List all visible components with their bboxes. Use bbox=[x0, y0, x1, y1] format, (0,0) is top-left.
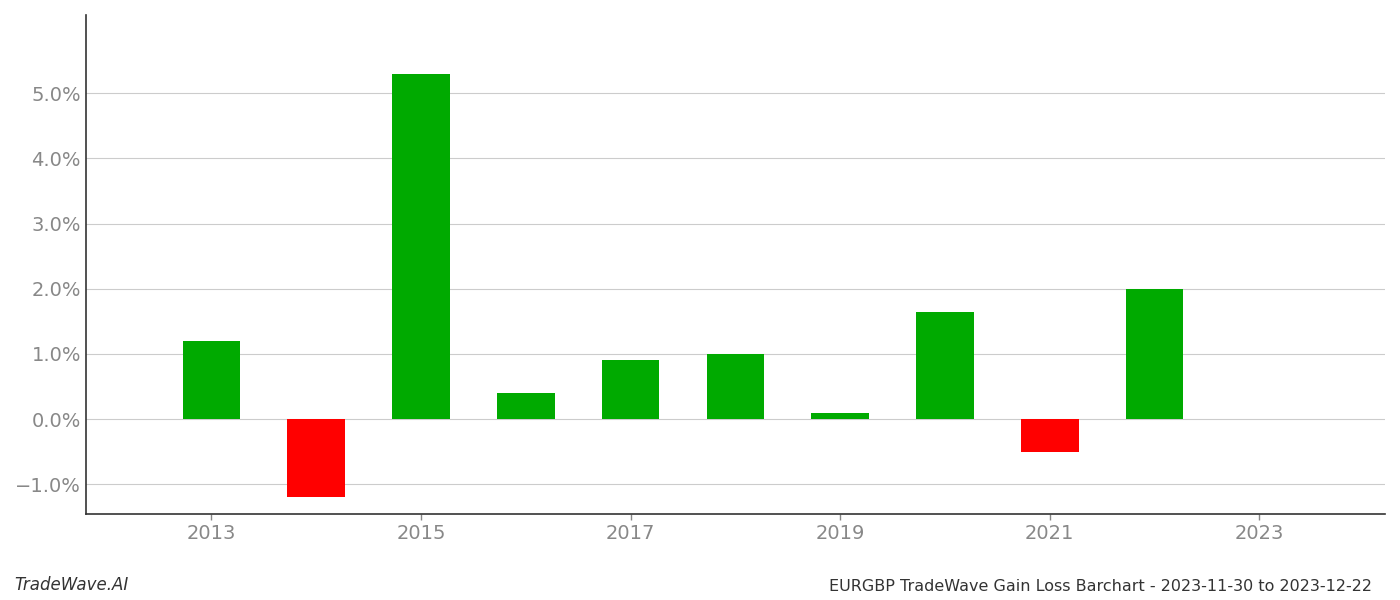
Text: EURGBP TradeWave Gain Loss Barchart - 2023-11-30 to 2023-12-22: EURGBP TradeWave Gain Loss Barchart - 20… bbox=[829, 579, 1372, 594]
Bar bbox=[497, 393, 554, 419]
Bar bbox=[182, 341, 241, 419]
Bar bbox=[1126, 289, 1183, 419]
Bar bbox=[287, 419, 344, 497]
Bar bbox=[812, 413, 869, 419]
Bar bbox=[707, 354, 764, 419]
Bar bbox=[916, 311, 974, 419]
Bar bbox=[1021, 419, 1078, 452]
Text: TradeWave.AI: TradeWave.AI bbox=[14, 576, 129, 594]
Bar bbox=[392, 74, 449, 419]
Bar bbox=[602, 361, 659, 419]
